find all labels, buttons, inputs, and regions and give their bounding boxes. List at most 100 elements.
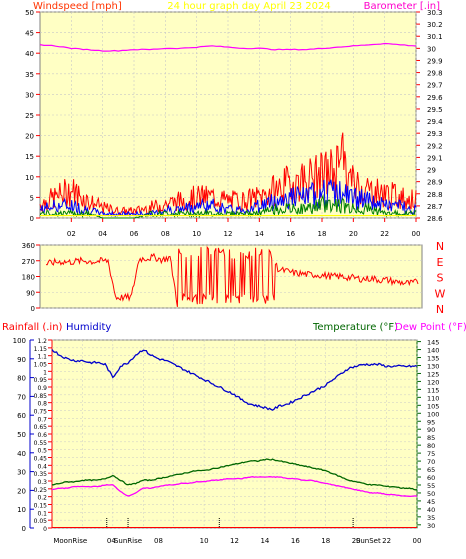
- wind-y-tick-label: 20: [25, 133, 34, 141]
- rain-y-tick-label: 1.15: [34, 346, 48, 353]
- wind-low-series: [39, 193, 417, 219]
- wind-gust-series: [39, 132, 417, 216]
- humidity-y-tick-label: 70: [17, 393, 26, 401]
- baro-y-tick-label: 29.4: [427, 118, 443, 126]
- baro-y-tick-label: 29: [427, 167, 436, 175]
- dewpoint-axis-label: Dew Point (°F): [395, 322, 466, 333]
- temperature-y-tick-label: 100: [427, 410, 439, 418]
- time-marker-label: 12: [230, 537, 239, 545]
- wind-y-tick-label: 40: [25, 50, 34, 58]
- rain-y-tick-label: 0.4: [37, 463, 47, 470]
- rain-y-tick-label: 0.95: [34, 377, 48, 384]
- rain-y-tick-label: 1.2: [37, 338, 47, 345]
- rain-y-tick-label: 0.85: [34, 393, 48, 400]
- humidity-y-tick-label: 0: [22, 525, 26, 533]
- time-marker-label: 16: [291, 537, 300, 545]
- wind-direction-series: [45, 245, 419, 307]
- temperature-y-tick-label: 130: [427, 362, 439, 370]
- temperature-series: [52, 458, 417, 491]
- rain-y-tick-label: 0.35: [34, 471, 48, 478]
- compass-label: S: [437, 272, 444, 285]
- humidity-y-tick-label: 90: [17, 356, 26, 364]
- humidity-axis-label: Humidity: [66, 322, 111, 333]
- rain-y-tick-label: 0.45: [34, 456, 48, 463]
- humidity-temperature-chart: 010203040506070809010000.050.10.150.20.2…: [13, 337, 440, 545]
- wind-x-tick-label: 06: [130, 230, 139, 238]
- time-marker-label: 00: [413, 537, 422, 545]
- baro-y-tick-label: 29.2: [427, 142, 443, 150]
- time-marker-label: 14: [260, 537, 269, 545]
- rain-y-tick-label: 0.2: [37, 495, 47, 502]
- temperature-y-tick-label: 40: [427, 506, 435, 514]
- compass-label: N: [436, 240, 444, 253]
- baro-y-tick-label: 30.3: [427, 9, 443, 17]
- baro-y-tick-label: 28.7: [427, 203, 443, 211]
- wind-x-tick-label: 02: [67, 230, 76, 238]
- direction-y-tick-label: 180: [22, 274, 35, 282]
- wind-average-series: [39, 179, 417, 218]
- temperature-y-tick-label: 115: [427, 386, 439, 394]
- humidity-y-tick-label: 80: [17, 375, 26, 383]
- time-marker-label: 20: [352, 537, 361, 545]
- baro-y-tick-label: 28.6: [427, 215, 443, 223]
- temperature-y-tick-label: 85: [427, 434, 435, 442]
- wind-x-tick-label: 10: [192, 230, 201, 238]
- wind-x-tick-label: 14: [255, 230, 264, 238]
- rain-y-tick-label: 0.15: [34, 503, 48, 510]
- humidity-y-tick-label: 10: [17, 506, 26, 514]
- rain-y-tick-label: 0: [43, 526, 47, 533]
- time-marker-label: SunSet: [356, 537, 381, 545]
- temperature-y-tick-label: 135: [427, 355, 439, 363]
- humidity-series: [51, 349, 418, 411]
- rain-y-tick-label: 0.3: [37, 479, 47, 486]
- temperature-y-tick-label: 45: [427, 498, 435, 506]
- direction-y-tick-label: 0: [31, 305, 35, 313]
- wind-baro-chart: 0 5 10 15 20 25 30 35 40 45 50 28.6 28.7 28.8 28.9 29 29…: [25, 9, 443, 238]
- baro-y-tick-label: 28.9: [427, 179, 443, 187]
- wind-y-tick-label: 0: [30, 215, 34, 223]
- time-marker-label: 04: [107, 537, 116, 545]
- rain-y-tick-label: 0.1: [37, 510, 47, 517]
- wind-axis-label: Windspeed [mph]: [33, 1, 122, 12]
- time-marker-label: 18: [321, 537, 330, 545]
- rain-y-tick-label: 0.6: [37, 432, 47, 439]
- humidity-y-tick-label: 100: [13, 337, 26, 345]
- temperature-y-tick-label: 65: [427, 466, 435, 474]
- rain-y-tick-label: 0.8: [37, 401, 47, 408]
- time-marker-label: SunRise: [114, 537, 142, 545]
- compass-label: W: [435, 287, 446, 300]
- compass-label: N: [436, 303, 444, 316]
- wind-x-tick-label: 12: [224, 230, 233, 238]
- temperature-y-tick-label: 110: [427, 394, 439, 402]
- wind-y-tick-label: 25: [25, 112, 34, 120]
- temperature-y-tick-label: 60: [427, 474, 435, 482]
- temperature-y-tick-label: 55: [427, 482, 435, 490]
- time-marker-label: 22: [382, 537, 391, 545]
- baro-y-tick-label: 29.1: [427, 154, 443, 162]
- humidity-y-tick-label: 40: [17, 450, 26, 458]
- baro-y-tick-label: 29.8: [427, 70, 443, 78]
- wind-x-tick-label: 18: [318, 230, 327, 238]
- temperature-axis-label: Temperature (°F): [312, 322, 398, 333]
- temperature-y-tick-label: 120: [427, 378, 439, 386]
- wind-x-tick-label: 00: [412, 230, 421, 238]
- temperature-y-tick-label: 80: [427, 442, 435, 450]
- time-marker-label: 10: [200, 537, 209, 545]
- temperature-y-tick-label: 145: [427, 339, 439, 347]
- temperature-y-tick-label: 140: [427, 347, 439, 355]
- baro-y-tick-label: 29.3: [427, 130, 443, 138]
- temperature-y-tick-label: 90: [427, 426, 435, 434]
- baro-y-tick-label: 29.7: [427, 82, 443, 90]
- baro-y-tick-label: 29.6: [427, 94, 443, 102]
- humidity-y-tick-label: 30: [17, 469, 26, 477]
- wind-x-tick-label: 22: [380, 230, 389, 238]
- wind-y-tick-label: 5: [30, 194, 34, 202]
- dewpoint-series: [51, 476, 418, 498]
- rain-y-tick-label: 0.65: [34, 424, 48, 431]
- rain-y-tick-label: 1.1: [37, 354, 47, 361]
- rain-y-tick-label: 0.25: [34, 487, 48, 494]
- temperature-y-tick-label: 95: [427, 418, 435, 426]
- baro-y-tick-label: 30.2: [427, 21, 443, 29]
- rain-y-tick-label: 1: [43, 369, 47, 376]
